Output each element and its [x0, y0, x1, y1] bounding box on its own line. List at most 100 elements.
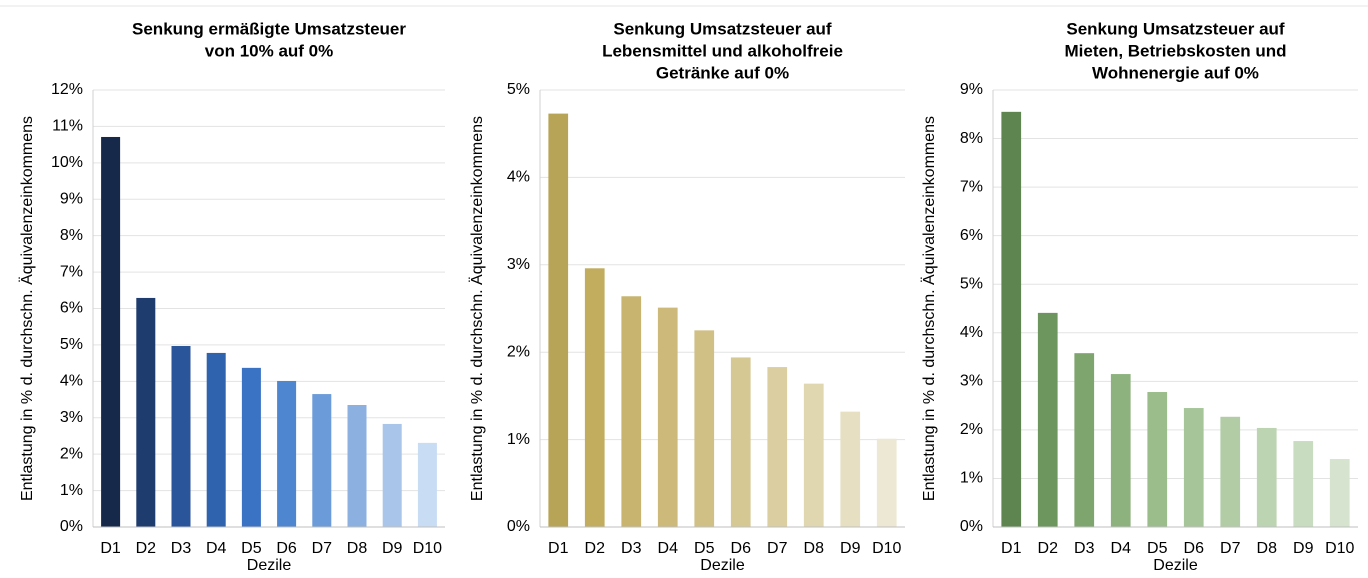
chart-title: Senkung ermäßigte Umsatzsteuer: [132, 19, 406, 38]
x-tick-label: D8: [1257, 540, 1278, 557]
y-tick-label: 12%: [51, 81, 83, 98]
x-tick-label: D5: [1147, 540, 1168, 557]
x-tick-label: D10: [1325, 540, 1354, 557]
y-tick-label: 8%: [60, 227, 83, 244]
y-tick-label: 0%: [507, 518, 530, 535]
y-axis-label: Entlastung in % d. durchschn. Äquivalenz…: [468, 116, 486, 501]
bar: [767, 367, 788, 527]
y-tick-label: 9%: [60, 190, 83, 207]
y-tick-label: 6%: [960, 227, 983, 244]
x-tick-label: D6: [276, 540, 297, 557]
x-tick-label: D7: [312, 540, 333, 557]
bar: [1037, 312, 1058, 527]
chart-title: Getränke auf 0%: [656, 63, 789, 82]
bar: [241, 367, 261, 527]
bar: [1001, 111, 1022, 527]
chart-title: Lebensmittel und alkoholfreie: [602, 41, 843, 60]
chart-title: von 10% auf 0%: [205, 41, 334, 60]
y-tick-label: 4%: [507, 169, 530, 186]
bar: [382, 423, 402, 527]
x-tick-label: D4: [658, 540, 679, 557]
y-tick-label: 4%: [960, 324, 983, 341]
y-tick-label: 2%: [507, 343, 530, 360]
y-tick-label: 3%: [507, 256, 530, 273]
y-tick-label: 2%: [960, 421, 983, 438]
x-tick-label: D8: [347, 540, 368, 557]
bar: [277, 380, 297, 527]
y-tick-label: 7%: [60, 263, 83, 280]
x-tick-label: D10: [872, 540, 901, 557]
bar: [1293, 441, 1314, 527]
x-tick-label: D5: [694, 540, 715, 557]
x-axis-label: Dezile: [700, 557, 745, 574]
x-tick-label: D1: [100, 540, 121, 557]
y-tick-label: 7%: [960, 178, 983, 195]
x-tick-label: D7: [767, 540, 788, 557]
y-tick-label: 2%: [60, 445, 83, 462]
x-axis-label: Dezile: [247, 557, 292, 574]
y-tick-label: 6%: [60, 300, 83, 317]
chart-title: Wohnenergie auf 0%: [1092, 63, 1259, 82]
y-tick-label: 5%: [60, 336, 83, 353]
bar: [206, 352, 226, 527]
bar: [136, 297, 156, 527]
bar: [1110, 374, 1131, 527]
x-tick-label: D6: [1184, 540, 1205, 557]
x-tick-label: D4: [1111, 540, 1132, 557]
y-tick-label: 0%: [960, 518, 983, 535]
bar: [1329, 459, 1350, 527]
y-tick-label: 1%: [960, 470, 983, 487]
y-tick-label: 1%: [60, 482, 83, 499]
x-tick-label: D9: [382, 540, 403, 557]
x-tick-label: D10: [413, 540, 442, 557]
bar: [171, 346, 191, 527]
bar: [1256, 427, 1277, 527]
y-tick-label: 5%: [507, 81, 530, 98]
bar: [657, 307, 678, 527]
chart-title: Senkung Umsatzsteuer auf: [1066, 19, 1285, 38]
x-tick-label: D8: [804, 540, 825, 557]
x-axis-label: Dezile: [1153, 557, 1198, 574]
bar: [584, 268, 605, 527]
bar: [803, 383, 824, 527]
bar: [1147, 392, 1168, 527]
bar: [347, 405, 367, 527]
x-tick-label: D5: [241, 540, 262, 557]
x-tick-label: D9: [1293, 540, 1314, 557]
y-tick-label: 9%: [960, 81, 983, 98]
x-tick-label: D2: [1038, 540, 1059, 557]
x-tick-label: D2: [585, 540, 606, 557]
y-tick-label: 5%: [960, 275, 983, 292]
x-tick-label: D3: [171, 540, 192, 557]
bar: [1183, 408, 1204, 527]
x-tick-label: D4: [206, 540, 227, 557]
x-tick-label: D1: [548, 540, 569, 557]
bar: [312, 394, 332, 527]
chart-title: Mieten, Betriebskosten und: [1065, 41, 1287, 60]
x-tick-label: D9: [840, 540, 861, 557]
bar: [101, 136, 121, 528]
bar: [730, 357, 751, 527]
x-tick-label: D1: [1001, 540, 1022, 557]
bar: [548, 113, 569, 528]
x-tick-label: D7: [1220, 540, 1241, 557]
y-tick-label: 1%: [507, 431, 530, 448]
y-tick-label: 10%: [51, 154, 83, 171]
y-tick-label: 3%: [960, 373, 983, 390]
bar: [840, 411, 861, 527]
bar: [417, 442, 437, 527]
x-tick-label: D6: [731, 540, 752, 557]
x-tick-label: D3: [621, 540, 642, 557]
y-axis-label: Entlastung in % d. durchschn. Äquivalenz…: [920, 116, 938, 501]
bar: [621, 296, 642, 527]
x-tick-label: D3: [1074, 540, 1095, 557]
y-tick-label: 3%: [60, 409, 83, 426]
bar: [694, 330, 715, 527]
y-axis-label: Entlastung in % d. durchschn. Äquivalenz…: [18, 116, 36, 501]
x-tick-label: D2: [136, 540, 157, 557]
chart-title: Senkung Umsatzsteuer auf: [613, 19, 832, 38]
y-tick-label: 4%: [60, 373, 83, 390]
y-tick-label: 0%: [60, 518, 83, 535]
